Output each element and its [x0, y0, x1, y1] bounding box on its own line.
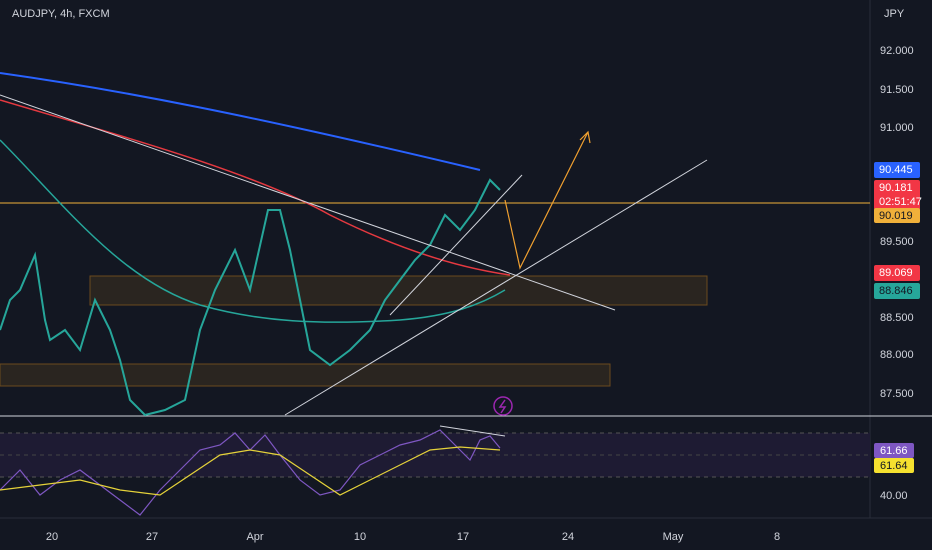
price-axis-label: 88.500 — [880, 312, 914, 324]
time-axis-label: 10 — [354, 531, 366, 543]
trendline — [284, 159, 708, 416]
zone — [0, 363, 611, 387]
rsi-line — [0, 429, 501, 516]
price-tag-text: 90.019 — [879, 210, 913, 222]
time-axis-label: 8 — [774, 531, 780, 543]
projection-arrow — [504, 131, 589, 270]
rsi-tag-text: 61.64 — [880, 460, 908, 472]
time-axis-label: 27 — [146, 531, 158, 543]
symbol-title: AUDJPY, 4h, FXCM — [12, 8, 110, 20]
price-tag-text: 89.069 — [879, 267, 913, 279]
rsi-axis-label: 40.00 — [880, 490, 908, 502]
price-tag — [874, 283, 920, 299]
price-tag — [874, 180, 920, 210]
price-axis-label: 89.500 — [880, 236, 914, 248]
ma-blue — [0, 72, 481, 171]
event-bolt — [498, 399, 507, 414]
price-path — [0, 178, 501, 417]
time-axis-label: May — [663, 531, 684, 543]
trendline — [389, 174, 523, 316]
time-axis-label: 24 — [562, 531, 574, 543]
price-axis-label: 87.500 — [880, 388, 914, 400]
time-axis-label: 20 — [46, 531, 58, 543]
ma-teal — [0, 139, 506, 323]
rsi-ma — [0, 446, 501, 496]
price-axis-label: 88.000 — [880, 349, 914, 361]
event-icon[interactable] — [493, 396, 513, 416]
price-tag — [874, 162, 920, 178]
price-axis-label: 92.000 — [880, 45, 914, 57]
price-axis-label: 91.500 — [880, 84, 914, 96]
arrow-head — [579, 130, 591, 144]
price-axis-label: 91.000 — [880, 122, 914, 134]
price-tag — [874, 208, 920, 223]
countdown: 02:51:47 — [879, 196, 922, 208]
time-axis-label: 17 — [457, 531, 469, 543]
rsi-tag-text: 61.66 — [880, 445, 908, 457]
currency-label: JPY — [884, 8, 905, 20]
rsi-tag — [874, 458, 914, 473]
price-tag-text: 90.181 — [879, 182, 913, 194]
rsi-tag — [874, 443, 914, 458]
time-axis-label: Apr — [246, 531, 263, 543]
trendline — [0, 94, 616, 311]
divergence-line — [439, 425, 506, 437]
price-tag — [874, 265, 920, 281]
price-tag-text: 88.846 — [879, 285, 913, 297]
price-tag-text: 90.445 — [879, 164, 913, 176]
